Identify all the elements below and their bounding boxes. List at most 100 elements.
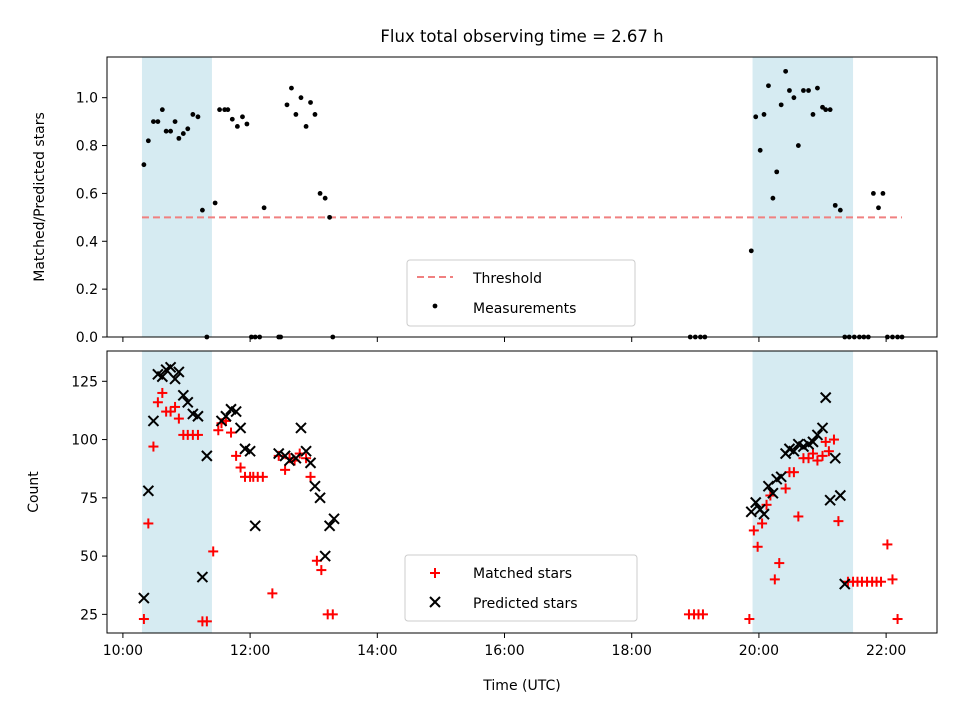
- predicted-stars-point: [323, 520, 336, 532]
- measurement-point: [876, 205, 881, 211]
- measurement-point: [155, 119, 161, 125]
- matched-stars-point: [833, 516, 844, 527]
- predicted-stars-point: [173, 366, 185, 378]
- measurement-point: [151, 119, 156, 125]
- measurement-point: [778, 102, 784, 108]
- measurement-point: [766, 83, 771, 89]
- measurement-point: [791, 95, 797, 101]
- measurement-point: [327, 214, 333, 220]
- x-tick-label: 20:00: [739, 643, 779, 659]
- x-axis-label: Time (UTC): [482, 678, 560, 694]
- measurement-point: [748, 248, 754, 254]
- matched-stars-point: [170, 401, 181, 412]
- measurement-point: [176, 135, 182, 141]
- matched-stars-point: [267, 588, 278, 599]
- matched-stars-point: [788, 467, 799, 478]
- matched-stars-point: [231, 450, 242, 461]
- measurement-point: [298, 95, 304, 101]
- measurement-point: [261, 205, 267, 211]
- matched-stars-point: [828, 434, 839, 445]
- x-ticks: [122, 337, 887, 342]
- measurement-point: [806, 88, 811, 93]
- measurement-point: [810, 112, 816, 117]
- y-ticks: 25 50 75 100 125: [71, 374, 107, 623]
- matched-stars-point: [192, 429, 203, 440]
- y-tick-label: 100: [71, 433, 98, 449]
- measurement-point: [870, 191, 876, 196]
- measurement-point: [229, 116, 235, 122]
- predicted-stars-point: [750, 496, 762, 509]
- measurement-point: [163, 128, 169, 134]
- axes-frame: [106, 350, 938, 634]
- matched-stars-point: [226, 427, 237, 438]
- measurement-point: [774, 169, 780, 175]
- measurement-point: [770, 195, 776, 201]
- matched-stars-point: [327, 609, 338, 620]
- matched-stars-point: [823, 446, 834, 457]
- measurement-point: [190, 112, 196, 117]
- matched-stars-point: [748, 525, 759, 536]
- predicted-stars-point: [138, 592, 150, 604]
- y-tick-label: 0.6: [76, 186, 98, 202]
- predicted-stars-point: [196, 571, 209, 583]
- predicted-stars-point: [314, 492, 326, 504]
- matched-stars-point: [812, 455, 823, 466]
- matched-stars-point: [744, 614, 755, 625]
- y-axis-label: Count: [26, 471, 42, 513]
- measurement-point: [837, 207, 843, 213]
- matched-stars-point: [138, 614, 149, 625]
- legend-matched-swatch: [430, 568, 440, 578]
- predicted-stars-point: [319, 550, 331, 562]
- predicted-stars-point: [244, 445, 256, 457]
- matched-stars-point: [793, 511, 804, 522]
- measurement-point: [159, 107, 165, 113]
- measurement-point: [753, 114, 759, 120]
- predicted-stars-point: [829, 452, 841, 464]
- measurement-point: [880, 191, 886, 196]
- predicted-stars-point: [816, 422, 829, 434]
- predicted-stars-point: [788, 445, 800, 457]
- matched-stars-point: [887, 574, 898, 585]
- predicted-stars-point: [234, 422, 247, 434]
- predicted-stars-point: [230, 405, 242, 418]
- measurement-point: [217, 107, 222, 113]
- predicted-stars-point: [273, 447, 285, 460]
- predicted-stars-point: [328, 513, 340, 525]
- predicted-stars-point: [819, 391, 832, 404]
- measurement-point: [317, 191, 323, 196]
- measurement-point: [284, 102, 290, 108]
- matched-stars-point: [876, 576, 887, 587]
- measurement-point: [832, 202, 838, 208]
- shaded-regions: [141, 57, 854, 337]
- panel-ratio: 0.0 0.2 0.4 0.6 0.8 1.0 Matched/Predicted sta…: [32, 56, 938, 346]
- measurement-point: [289, 85, 294, 91]
- predicted-stars-point: [824, 494, 836, 506]
- matched-stars-point: [157, 387, 168, 398]
- y-tick-label: 50: [80, 549, 98, 565]
- legend-measurements-swatch: [432, 303, 438, 309]
- legend: Matched stars Predicted stars: [404, 554, 638, 622]
- matched-stars-point: [774, 558, 785, 569]
- matched-stars-point: [213, 425, 224, 436]
- matched-stars-point: [761, 499, 772, 510]
- predicted-stars-point: [164, 361, 177, 374]
- predicted-stars-point: [201, 450, 213, 462]
- matched-stars-point: [201, 616, 212, 627]
- measurement-point: [823, 107, 829, 113]
- y-tick-label: 1.0: [76, 91, 98, 107]
- predicted-stars-point: [220, 410, 232, 422]
- predicted-stars-point: [767, 487, 779, 499]
- measurement-point: [795, 143, 801, 148]
- shaded-interval: [141, 57, 212, 337]
- measurement-point: [185, 126, 191, 132]
- measurement-point: [225, 107, 231, 113]
- measurement-point: [200, 207, 205, 213]
- x-tick-label: 18:00: [612, 643, 652, 659]
- y-tick-label: 25: [80, 607, 98, 623]
- measurement-point: [787, 88, 792, 93]
- measurement-point: [322, 195, 328, 201]
- matched-stars-point: [280, 464, 291, 475]
- y-tick-label: 125: [71, 374, 98, 390]
- x-tick-label: 16:00: [484, 643, 524, 659]
